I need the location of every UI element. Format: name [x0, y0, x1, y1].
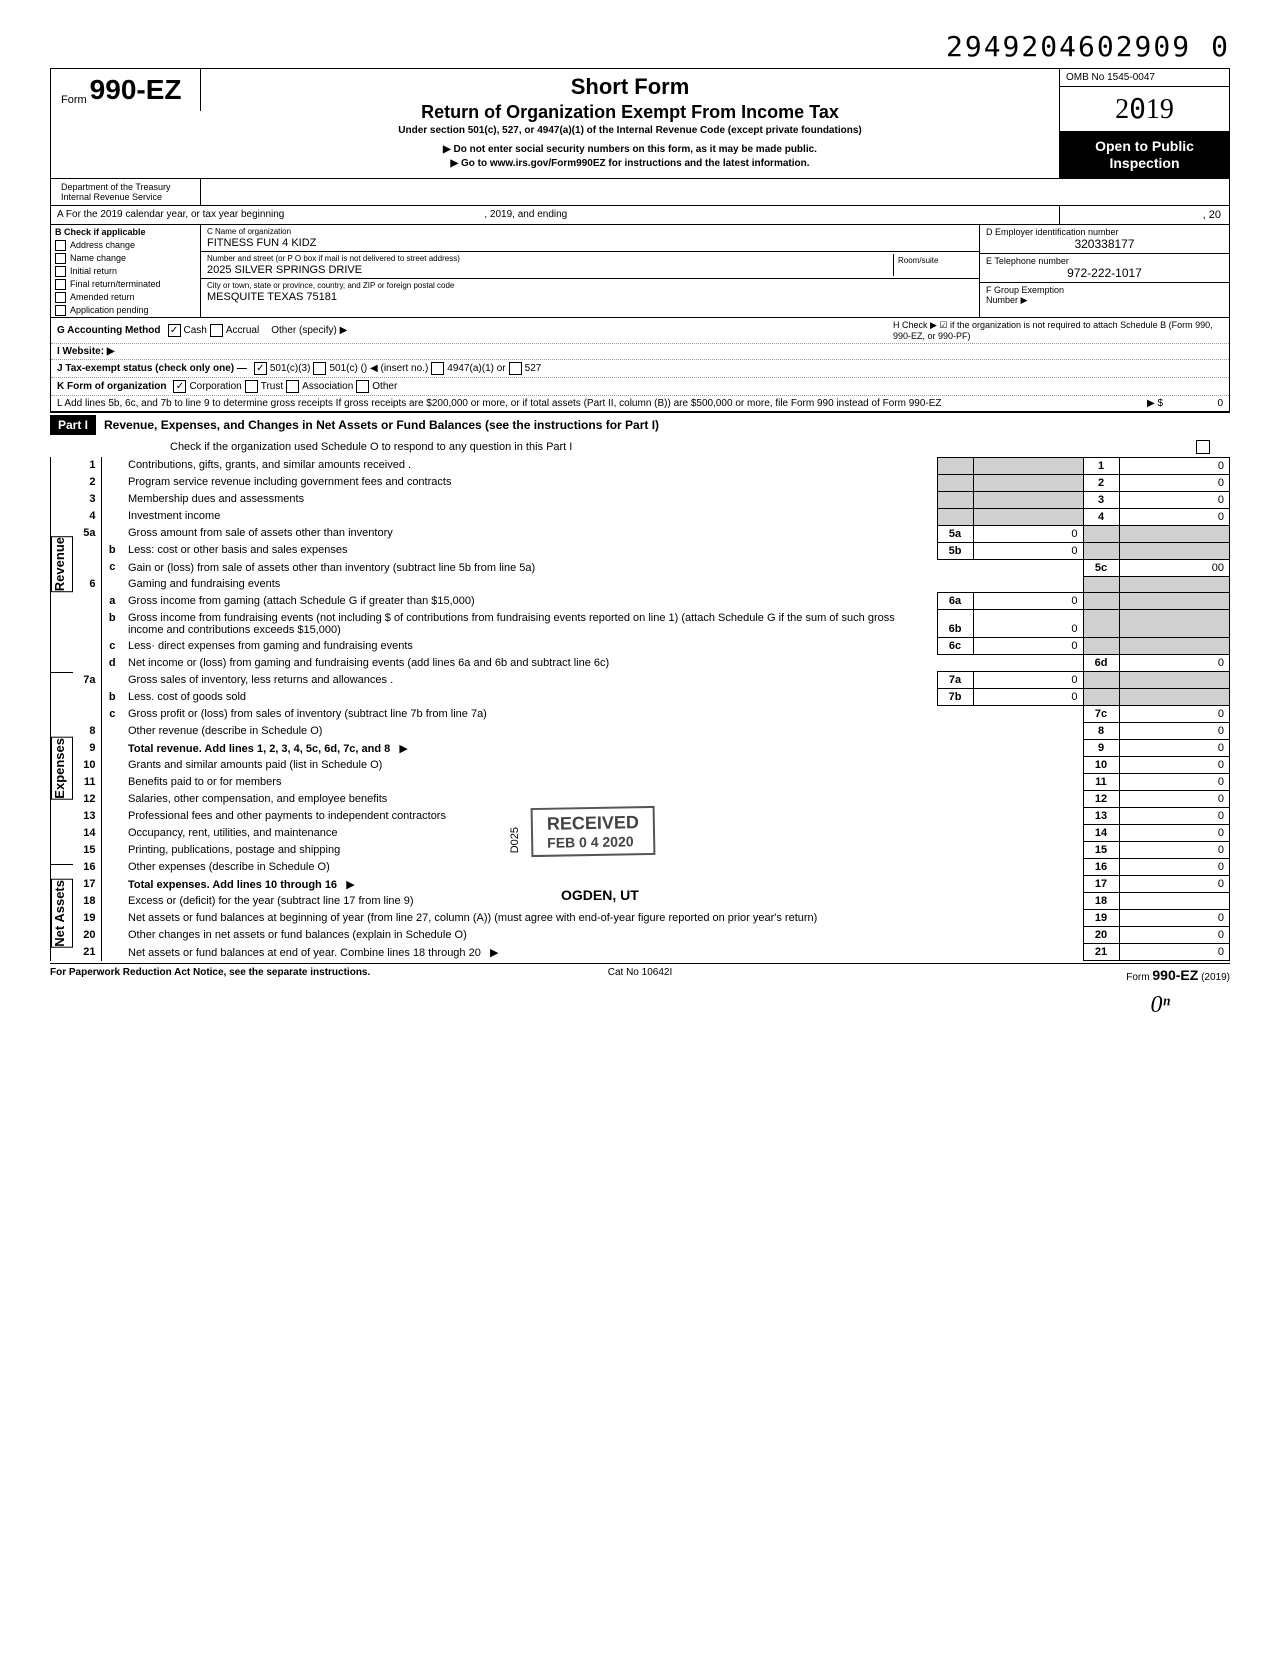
- section-b-checkboxes: B Check if applicable Address change Nam…: [51, 225, 201, 317]
- checkbox-527[interactable]: [509, 362, 522, 375]
- checkbox-cash[interactable]: ✓: [168, 324, 181, 337]
- checkbox-501c3[interactable]: ✓: [254, 362, 267, 375]
- form-number-box: Form 990-EZ: [51, 69, 201, 111]
- label-telephone: E Telephone number: [986, 256, 1069, 266]
- form-header: Form 990-EZ Short Form Return of Organiz…: [50, 68, 1230, 179]
- title-short-form: Short Form: [211, 74, 1049, 100]
- initials-mark: 0ⁿ: [50, 992, 1230, 1019]
- label-address: Number and street (or P O box if mail is…: [207, 254, 893, 263]
- label-form-of-org: K Form of organization: [57, 381, 166, 392]
- omb-number: OMB No 1545-0047: [1060, 69, 1229, 87]
- label-other-method: Other (specify) ▶: [271, 325, 347, 336]
- line-l-arrow: ▶ $: [1147, 398, 1163, 409]
- schedule-b-check: H Check ▶ ☑ if the organization is not r…: [893, 320, 1223, 341]
- label-group-number: Number ▶: [986, 295, 1223, 306]
- side-label-expenses: Expenses: [51, 737, 73, 800]
- title-main: Return of Organization Exempt From Incom…: [211, 102, 1049, 123]
- document-id: 29492046029090: [50, 30, 1230, 63]
- label-org-name: C Name of organization: [207, 227, 973, 236]
- label-accounting-method: G Accounting Method: [57, 325, 161, 336]
- checkbox-final-return[interactable]: [55, 279, 66, 290]
- checkbox-accrual[interactable]: [210, 324, 223, 337]
- side-label-net-assets: Net Assets: [51, 879, 73, 948]
- footer-paperwork: For Paperwork Reduction Act Notice, see …: [50, 967, 443, 983]
- part-1-table: 1Contributions, gifts, grants, and simil…: [73, 457, 1229, 962]
- checkbox-amended-return[interactable]: [55, 292, 66, 303]
- label-ein: D Employer identification number: [986, 227, 1119, 237]
- checkbox-schedule-o[interactable]: [1196, 440, 1210, 454]
- checkbox-corporation[interactable]: ✓: [173, 380, 186, 393]
- checkbox-other-org[interactable]: [356, 380, 369, 393]
- received-stamp: RECEIVED FEB 0 4 2020: [531, 806, 656, 857]
- notice-url: Go to www.irs.gov/Form990EZ for instruct…: [211, 158, 1049, 169]
- schedule-o-check-text: Check if the organization used Schedule …: [170, 441, 572, 453]
- city-state-zip: MESQUITE TEXAS 75181: [207, 290, 973, 303]
- side-label-revenue: Revenue: [51, 536, 73, 592]
- form-number: 990-EZ: [90, 74, 182, 106]
- stamp-code: D025: [509, 827, 521, 853]
- checkbox-name-change[interactable]: [55, 253, 66, 264]
- org-name: FITNESS FUN 4 KIDZ: [207, 236, 973, 249]
- stamp-location: OGDEN, UT: [561, 887, 639, 903]
- footer-form-ref: Form 990-EZ (2019): [837, 967, 1230, 983]
- part-1-title: Revenue, Expenses, and Changes in Net As…: [104, 418, 1230, 432]
- checkbox-application-pending[interactable]: [55, 305, 66, 316]
- line-l-value: 0: [1163, 398, 1223, 409]
- footer-cat-no: Cat No 10642I: [443, 967, 836, 983]
- line-l-instructions: L Add lines 5b, 6c, and 7b to line 9 to …: [57, 398, 1137, 409]
- checkbox-association[interactable]: [286, 380, 299, 393]
- tax-year-ending: , 20: [1059, 206, 1229, 224]
- open-to-public-badge: Open to Public Inspection: [1060, 132, 1229, 178]
- checkbox-501c[interactable]: [313, 362, 326, 375]
- checkbox-address-change[interactable]: [55, 240, 66, 251]
- department-treasury: Department of the Treasury Internal Reve…: [51, 179, 201, 205]
- label-website: I Website: ▶: [57, 346, 115, 357]
- label-group-exemption: F Group Exemption: [986, 285, 1223, 295]
- label-city: City or town, state or province, country…: [207, 281, 973, 290]
- tax-year: 20201919: [1060, 87, 1229, 132]
- checkbox-initial-return[interactable]: [55, 266, 66, 277]
- address: 2025 SILVER SPRINGS DRIVE: [207, 263, 893, 276]
- form-prefix: Form: [61, 94, 87, 106]
- title-subtitle: Under section 501(c), 527, or 4947(a)(1)…: [211, 125, 1049, 136]
- label-room-suite: Room/suite: [893, 254, 973, 276]
- telephone-value: 972-222-1017: [986, 266, 1223, 280]
- ein-value: 320338177: [986, 237, 1223, 251]
- checkbox-trust[interactable]: [245, 380, 258, 393]
- tax-year-line: A For the 2019 calendar year, or tax yea…: [51, 206, 1059, 224]
- part-1-header: Part I: [50, 415, 96, 435]
- checkbox-4947[interactable]: [431, 362, 444, 375]
- label-tax-exempt: J Tax-exempt status (check only one) —: [57, 363, 247, 374]
- notice-ssn: Do not enter social security numbers on …: [211, 144, 1049, 155]
